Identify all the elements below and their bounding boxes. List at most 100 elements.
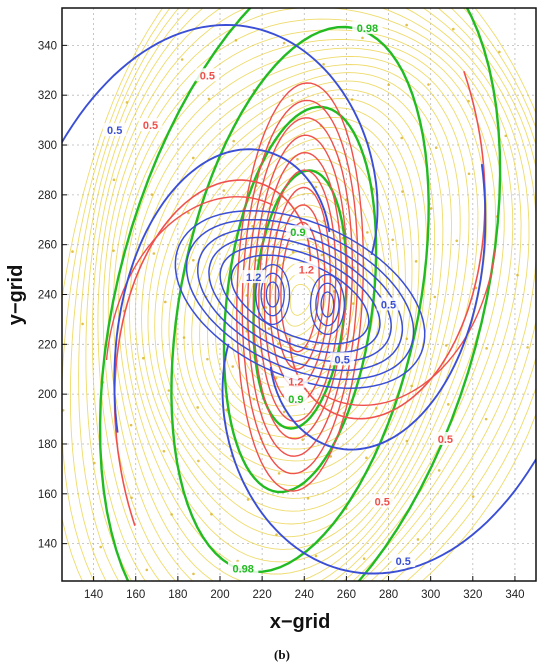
streamline-arrow (361, 36, 364, 40)
streamline-arrow (474, 286, 478, 290)
streamline-arrow (125, 101, 129, 104)
contour-label-bg (283, 374, 308, 388)
streamline (97, 8, 522, 581)
streamline-arrow (291, 250, 295, 254)
streamline-arrow (163, 300, 167, 304)
red-contour-arm (323, 248, 497, 406)
streamline (102, 8, 514, 581)
blue-contour-arm (221, 343, 536, 575)
streamline-arrow (351, 302, 355, 305)
red-contour (269, 186, 331, 388)
x-tick-label: 180 (168, 589, 187, 601)
streamline-arrow (197, 459, 200, 463)
streamline-arrow (150, 193, 154, 196)
contour-label: 1.2 (288, 377, 303, 389)
streamline (112, 29, 497, 581)
streamline-arrow (93, 461, 96, 465)
streamline (129, 55, 470, 563)
y-tick-label: 160 (38, 489, 57, 501)
red-contour (263, 169, 337, 405)
blue-core-contour (320, 291, 335, 318)
streamline (69, 8, 536, 581)
contour-label: 1.2 (299, 265, 314, 277)
streamline-arrow (290, 99, 294, 102)
streamline-arrow (301, 438, 304, 441)
streamline-arrow (391, 238, 394, 242)
streamline-arrow (350, 98, 354, 101)
blue-core-contour (260, 272, 285, 317)
streamline-arrow (142, 356, 145, 360)
contour-label: 1.2 (246, 272, 261, 284)
y-tick-label: 340 (38, 40, 57, 52)
streamline-arrow (366, 231, 369, 234)
streamline (147, 80, 444, 525)
streamline-arrow (112, 249, 115, 252)
streamline-arrow (516, 273, 519, 277)
streamline (78, 8, 536, 581)
streamline-arrow (471, 495, 475, 498)
streamline-arrow (306, 497, 310, 500)
y-tick-label: 220 (38, 339, 57, 351)
streamline-arrow (112, 178, 116, 182)
streamline-arrow (437, 469, 441, 472)
streamline-arrow (405, 337, 409, 341)
contour-label-bg (102, 123, 127, 137)
streamline-arrow (275, 533, 278, 536)
blue-contour-arm (62, 24, 379, 256)
streamline-arrow (182, 336, 186, 339)
axis-ticks: 140 160 180 200 220 240 260 280 300 320 340 140 160 1… (38, 40, 525, 601)
contour-label-bg (195, 68, 220, 82)
streamline-arrow (81, 322, 84, 326)
streamline (154, 89, 436, 512)
streamline-arrow (282, 41, 286, 45)
streamline-arrow (192, 258, 195, 262)
y-tick-label: 260 (38, 240, 57, 252)
streamline-arrow (319, 332, 323, 336)
streamline (123, 47, 479, 575)
streamline-arrow (152, 252, 156, 255)
blue-contour (185, 218, 415, 381)
red-contour (247, 117, 354, 457)
streamline (91, 8, 530, 581)
streamline (215, 170, 382, 417)
blue-contour (174, 210, 426, 389)
streamline-arrow (467, 99, 470, 103)
y-axis-label: y−grid (5, 265, 27, 326)
contour-label-bg (330, 352, 355, 366)
streamline-arrow (162, 449, 166, 453)
streamline-arrow (504, 134, 508, 138)
streamline (289, 283, 312, 316)
blue-contour (230, 254, 370, 345)
streamline-arrow (320, 253, 324, 257)
red-contour (258, 151, 343, 423)
streamline-arrow (145, 568, 149, 572)
streamline-arrow (526, 346, 529, 349)
streamline (175, 116, 413, 474)
contour-label-bg (376, 297, 401, 311)
streamline-arrow (130, 496, 133, 500)
red-contour (274, 204, 326, 370)
streamline-arrow (246, 498, 250, 501)
streamline-arrow (167, 389, 171, 392)
streamline-arrow (405, 439, 409, 443)
streamline-arrow (234, 38, 238, 42)
streamline-arrow (99, 545, 103, 549)
streamline-arrow (434, 146, 438, 150)
red-contour (280, 221, 320, 353)
x-tick-label: 240 (295, 589, 314, 601)
blue-contour-arm (113, 148, 331, 433)
blue-core-contour (315, 282, 340, 327)
streamline-arrow (400, 136, 404, 140)
streamline-arrow (416, 538, 420, 541)
green-contour (222, 105, 378, 494)
streamline (85, 8, 536, 581)
streamline-arrow (210, 512, 213, 516)
contour-label-bg (227, 561, 259, 575)
streamline (107, 18, 505, 581)
blue-core-contour (255, 263, 291, 326)
x-axis-label: x−grid (270, 611, 331, 633)
green-contour (98, 8, 502, 581)
contour-label-bg (138, 118, 163, 132)
x-tick-label: 300 (421, 589, 440, 601)
streamline-arrow (362, 557, 366, 560)
